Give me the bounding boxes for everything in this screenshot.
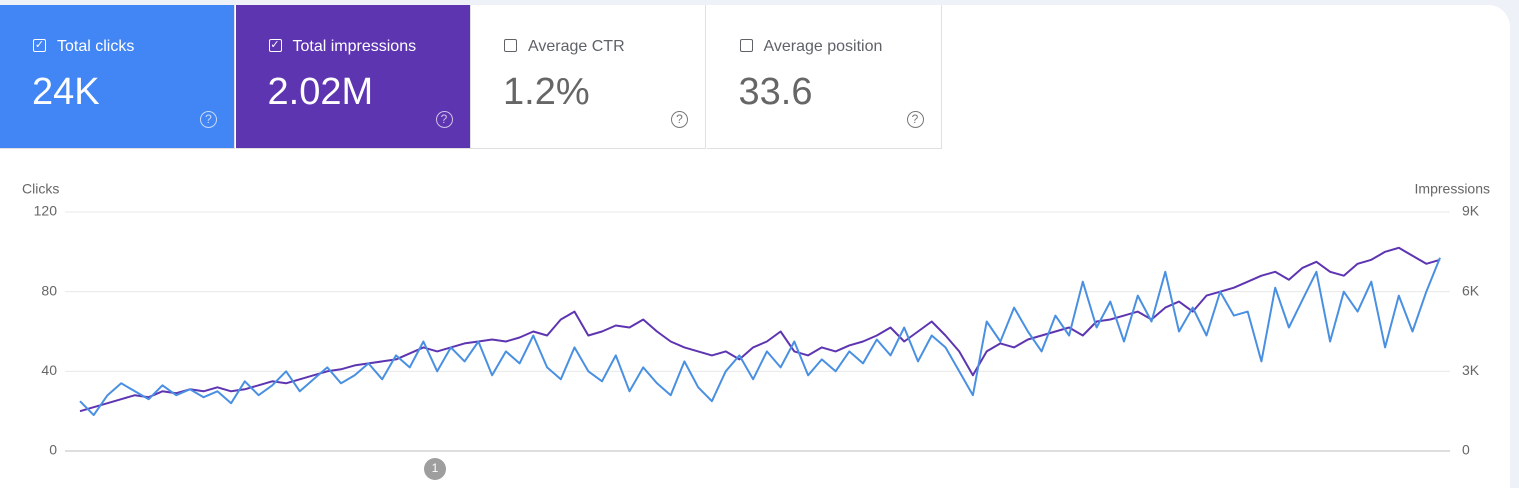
checkbox[interactable]: ✓: [33, 39, 46, 52]
y2-tick-label: 9K: [1462, 203, 1480, 219]
help-icon[interactable]: ?: [671, 111, 688, 128]
y2-tick-label: 3K: [1462, 362, 1480, 378]
y2-tick-label: 0: [1462, 442, 1470, 458]
checkbox[interactable]: [504, 39, 517, 52]
y-tick-label: 40: [41, 362, 57, 378]
help-icon[interactable]: ?: [200, 111, 217, 128]
series-line: [79, 246, 1441, 413]
y2-axis-title: Impressions: [1415, 181, 1490, 197]
help-icon[interactable]: ?: [906, 111, 924, 128]
annotation-marker[interactable]: [424, 458, 446, 480]
annotation-label: 1: [432, 461, 439, 475]
y-tick-label: 120: [34, 203, 58, 219]
checkbox[interactable]: [739, 39, 753, 52]
metric-value: 33.6: [738, 71, 813, 113]
series-line: [79, 257, 1441, 417]
metric-label: Average CTR: [528, 38, 625, 55]
checkbox[interactable]: ✓: [268, 39, 282, 52]
metric-value: 24K: [32, 71, 100, 113]
metric-value: 1.2%: [503, 71, 590, 113]
metric-label: Average position: [763, 38, 883, 55]
panel: ✓ Total clicks 24K? ✓ Total impressions 2.02M…: [0, 5, 1510, 488]
help-icon[interactable]: ?: [435, 111, 453, 128]
metric-card[interactable]: ✓ Total impressions 2.02M?: [235, 5, 471, 149]
y-tick-label: 80: [41, 282, 57, 298]
y-tick-label: 0: [49, 442, 57, 458]
y-axis-title: Clicks: [22, 181, 59, 197]
metric-label: Total impressions: [292, 38, 417, 55]
metric-value: 2.02M: [267, 71, 374, 113]
metric-label: Total clicks: [57, 38, 135, 55]
y2-tick-label: 6K: [1462, 282, 1480, 298]
metric-card[interactable]: Average CTR 1.2%?: [471, 5, 706, 149]
metric-card[interactable]: ✓ Total clicks 24K?: [0, 5, 235, 149]
metric-card[interactable]: Average position 33.6?: [706, 5, 942, 149]
